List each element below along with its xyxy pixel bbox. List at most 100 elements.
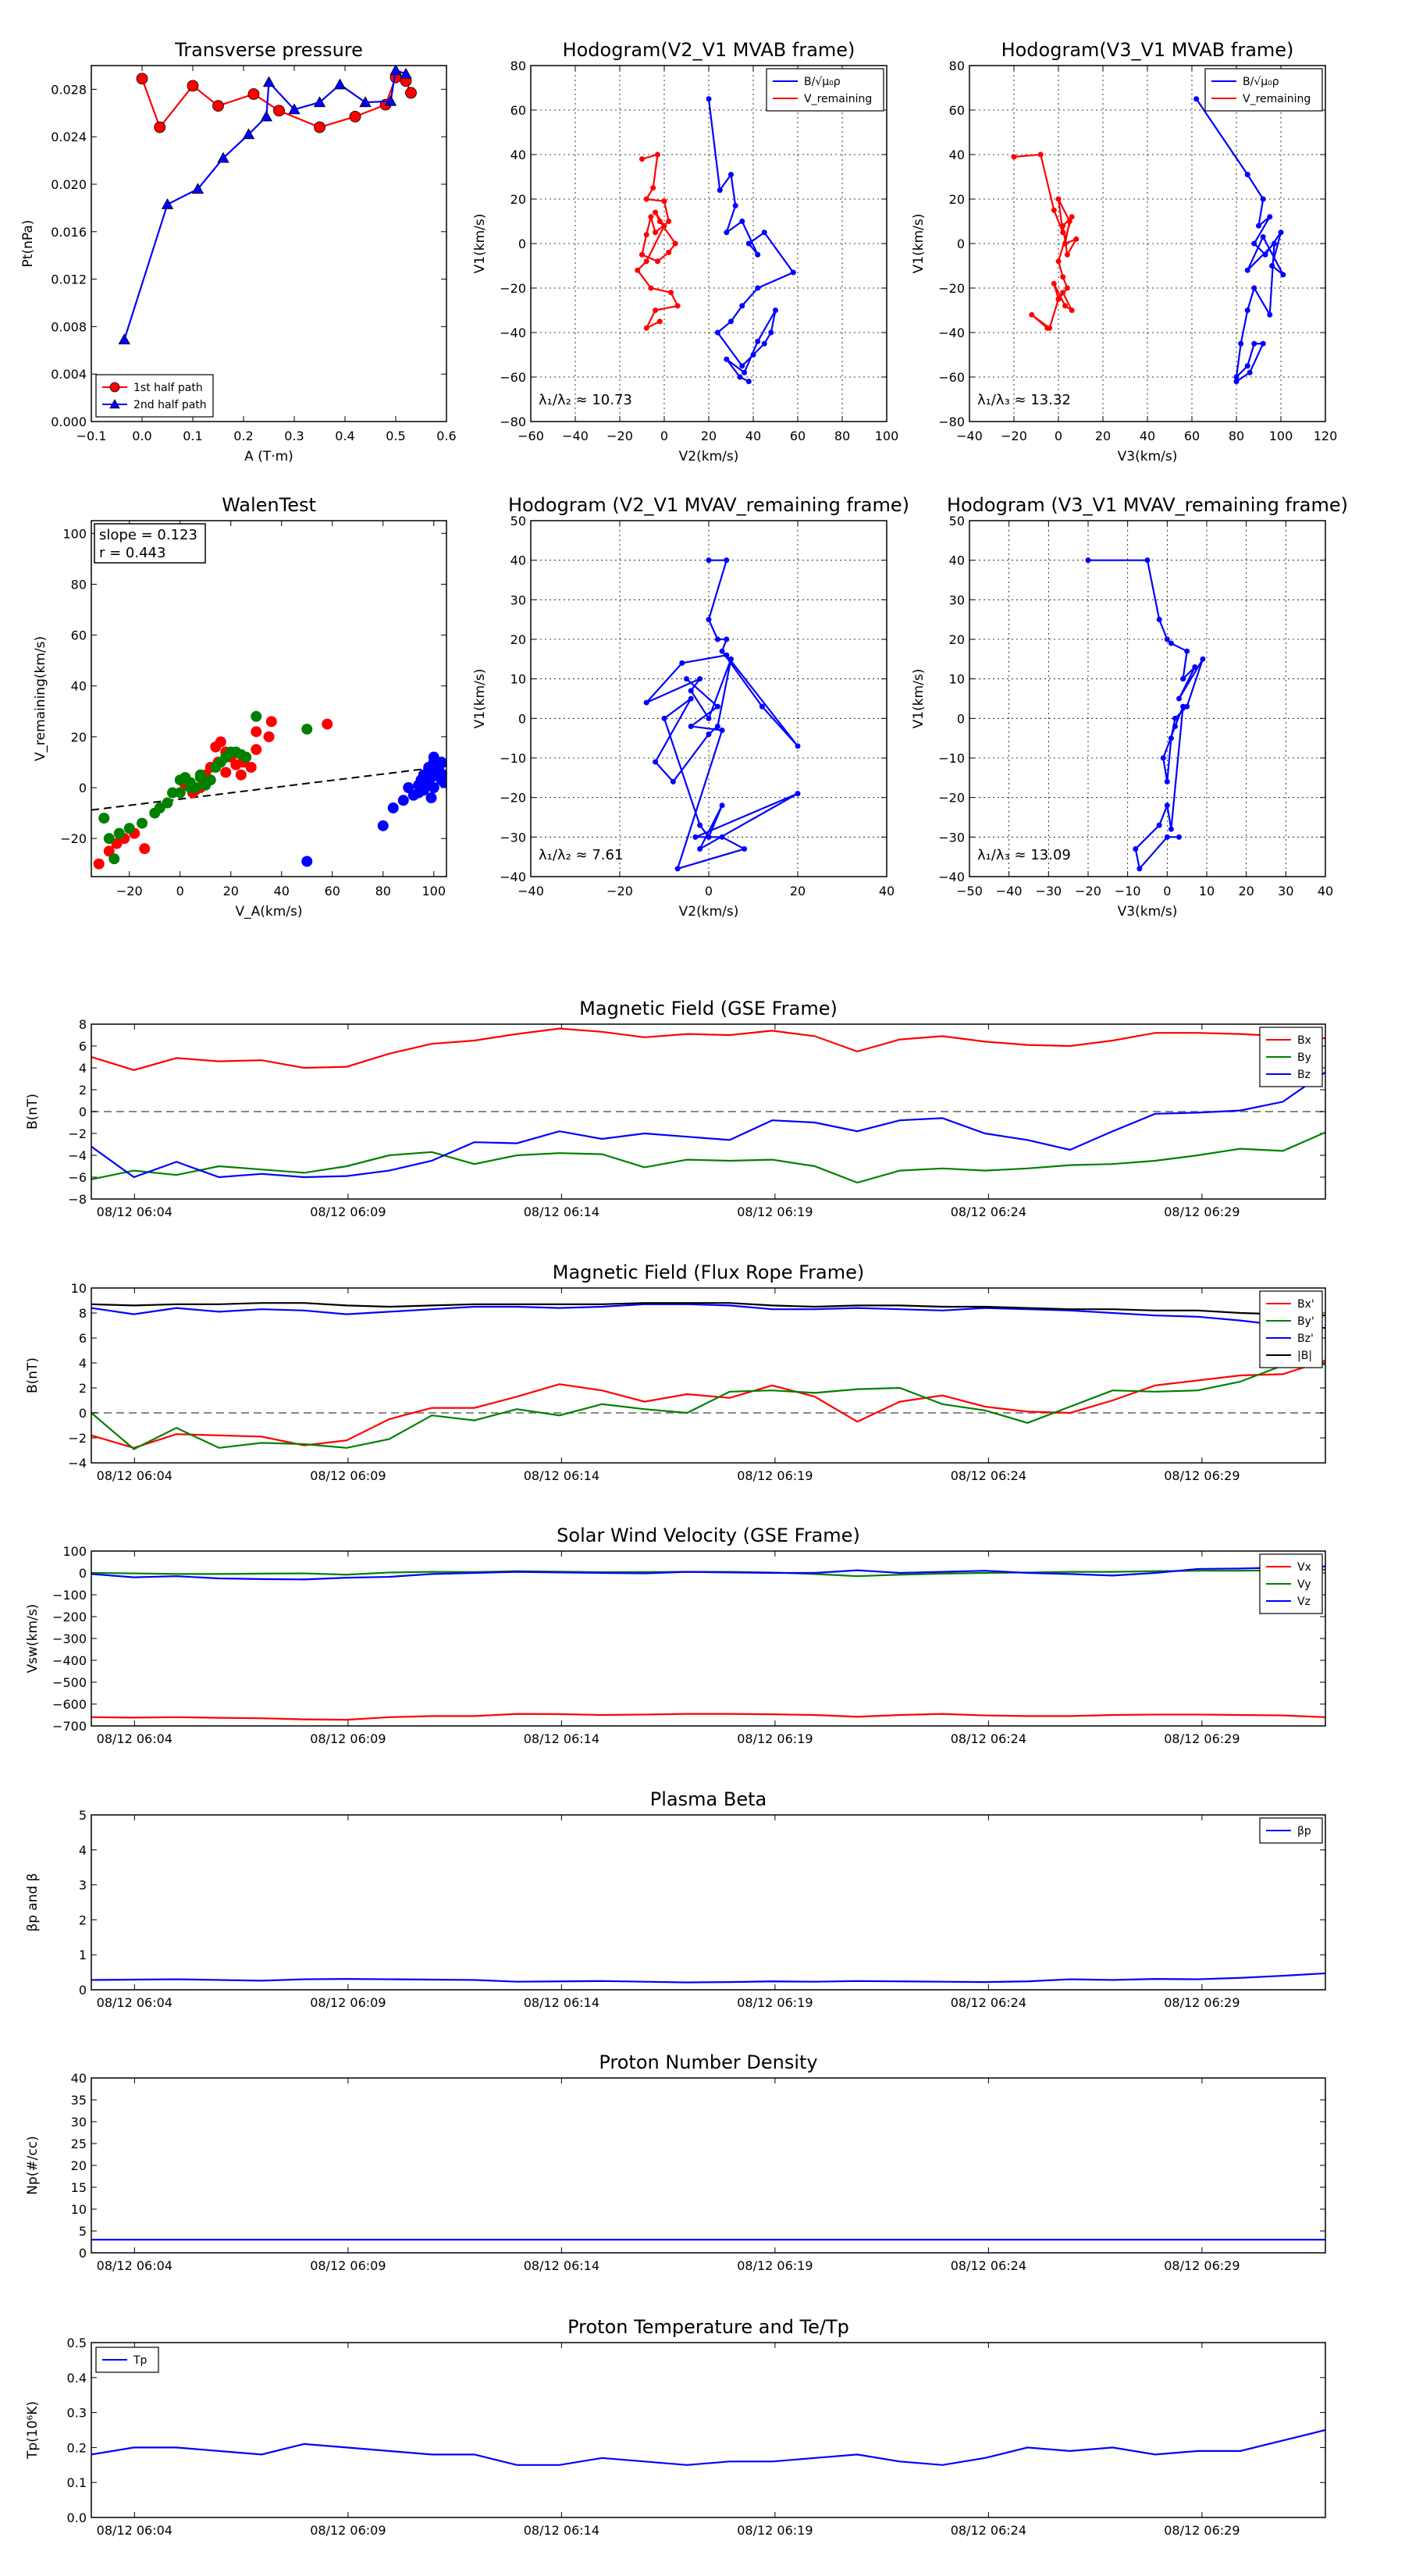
data-point bbox=[1060, 229, 1066, 236]
plot-data bbox=[643, 557, 801, 872]
data-point bbox=[755, 251, 761, 258]
x-tick-label: 40 bbox=[879, 884, 895, 898]
series-line bbox=[91, 1071, 1325, 1179]
data-point bbox=[384, 94, 397, 106]
plot-data bbox=[1011, 96, 1286, 385]
x-tick-label: 08/12 06:09 bbox=[310, 1995, 386, 2010]
data-point bbox=[668, 290, 674, 296]
y-tick-label: 0 bbox=[79, 2246, 87, 2261]
y-tick-label: 10 bbox=[71, 1281, 87, 1296]
y-tick-label: 10 bbox=[510, 672, 526, 687]
x-tick-label: 100 bbox=[875, 429, 899, 443]
data-point bbox=[1172, 723, 1178, 729]
data-point bbox=[1037, 151, 1044, 158]
data-point bbox=[1051, 207, 1057, 213]
plot-data bbox=[1085, 557, 1206, 872]
plot-data bbox=[91, 1565, 1325, 1721]
chart-title: WalenTest bbox=[222, 494, 316, 516]
y-axis-label: V1(km/s) bbox=[472, 669, 488, 729]
y-tick-label: 35 bbox=[71, 2093, 87, 2108]
data-point bbox=[714, 329, 720, 336]
data-point bbox=[377, 820, 389, 831]
data-point bbox=[714, 636, 720, 642]
y-axis-label: Pt(nPa) bbox=[20, 220, 36, 268]
data-point bbox=[1085, 557, 1091, 564]
data-point bbox=[745, 240, 752, 247]
legend-label: By' bbox=[1297, 1315, 1314, 1328]
series-line bbox=[91, 1713, 1325, 1721]
data-point bbox=[184, 782, 196, 793]
data-point bbox=[1251, 240, 1257, 247]
data-point bbox=[1062, 240, 1069, 247]
y-tick-label: 0.2 bbox=[67, 2440, 87, 2455]
y-tick-label: 0.008 bbox=[51, 319, 87, 334]
y-tick-label: 0 bbox=[957, 711, 965, 726]
data-point bbox=[1180, 676, 1186, 682]
data-point bbox=[333, 78, 347, 90]
y-tick-label: 40 bbox=[510, 148, 526, 162]
chart-title: Proton Number Density bbox=[599, 2051, 817, 2073]
x-tick-label: 80 bbox=[1229, 429, 1244, 443]
x-tick-label: 0.6 bbox=[436, 429, 456, 443]
data-point bbox=[1136, 866, 1143, 872]
series-line bbox=[123, 69, 407, 340]
x-tick-label: 08/12 06:14 bbox=[524, 1731, 599, 1746]
plot-data bbox=[91, 1972, 1325, 1984]
plot-data bbox=[91, 710, 446, 870]
data-point bbox=[1244, 267, 1250, 273]
x-tick-label: 08/12 06:29 bbox=[1164, 1995, 1240, 2010]
y-axis-label: B(nT) bbox=[25, 1094, 41, 1130]
data-point bbox=[1064, 285, 1070, 291]
plot-frame bbox=[91, 1287, 1326, 1464]
x-tick-label: 60 bbox=[1184, 429, 1200, 443]
legend-label: By bbox=[1297, 1051, 1311, 1064]
data-point bbox=[1044, 325, 1051, 331]
data-point bbox=[719, 648, 725, 654]
data-point bbox=[719, 802, 725, 809]
data-point bbox=[1244, 363, 1250, 369]
x-tick-label: 08/12 06:04 bbox=[97, 2523, 173, 2538]
chart-title: Hodogram(V2_V1 MVAB frame) bbox=[563, 39, 855, 61]
y-tick-label: 80 bbox=[71, 577, 87, 592]
x-tick-label: 40 bbox=[1318, 884, 1333, 898]
data-point bbox=[750, 352, 756, 358]
data-point bbox=[739, 363, 745, 369]
series-line bbox=[91, 1302, 1325, 1317]
y-tick-label: 10 bbox=[71, 2202, 87, 2217]
data-point bbox=[1262, 251, 1268, 258]
data-point bbox=[706, 834, 712, 840]
data-point bbox=[108, 853, 120, 865]
y-tick-label: −2 bbox=[68, 1431, 87, 1446]
x-tick-label: 80 bbox=[834, 429, 850, 443]
plot-data bbox=[91, 1302, 1325, 1450]
y-tick-label: 0 bbox=[79, 1566, 87, 1581]
y-tick-label: 6 bbox=[79, 1331, 87, 1346]
data-point bbox=[648, 285, 654, 291]
data-point bbox=[672, 240, 678, 247]
data-point bbox=[706, 617, 712, 623]
x-tick-label: 08/12 06:04 bbox=[97, 1204, 173, 1219]
data-point bbox=[161, 198, 174, 209]
data-point bbox=[273, 105, 285, 117]
data-point bbox=[93, 858, 105, 870]
legend: βp bbox=[1259, 1817, 1323, 1844]
data-point bbox=[706, 731, 712, 738]
x-tick-label: 08/12 06:19 bbox=[737, 2523, 813, 2538]
data-point bbox=[724, 229, 730, 236]
y-tick-label: −20 bbox=[60, 831, 87, 846]
data-point bbox=[1200, 656, 1206, 662]
y-axis-label: βp and β bbox=[25, 1873, 41, 1931]
y-tick-label: −100 bbox=[52, 1588, 87, 1603]
legend-label: V_remaining bbox=[804, 93, 872, 105]
y-tick-label: 4 bbox=[79, 1356, 87, 1371]
data-point bbox=[643, 325, 649, 331]
y-tick-label: 20 bbox=[510, 192, 526, 207]
plot-frame bbox=[969, 520, 1326, 877]
plot-frame bbox=[91, 520, 447, 877]
data-point bbox=[688, 723, 694, 729]
data-point bbox=[697, 676, 703, 682]
data-point bbox=[174, 787, 186, 799]
y-tick-label: −60 bbox=[500, 370, 526, 385]
y-tick-label: 0.3 bbox=[67, 2406, 87, 2421]
x-tick-label: 60 bbox=[790, 429, 806, 443]
